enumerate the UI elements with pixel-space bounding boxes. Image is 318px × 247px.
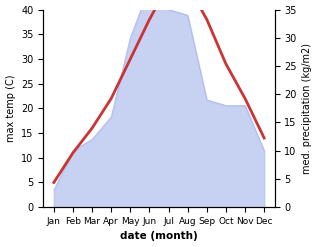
X-axis label: date (month): date (month): [120, 231, 198, 242]
Y-axis label: max temp (C): max temp (C): [5, 75, 16, 142]
Y-axis label: med. precipitation (kg/m2): med. precipitation (kg/m2): [302, 43, 313, 174]
